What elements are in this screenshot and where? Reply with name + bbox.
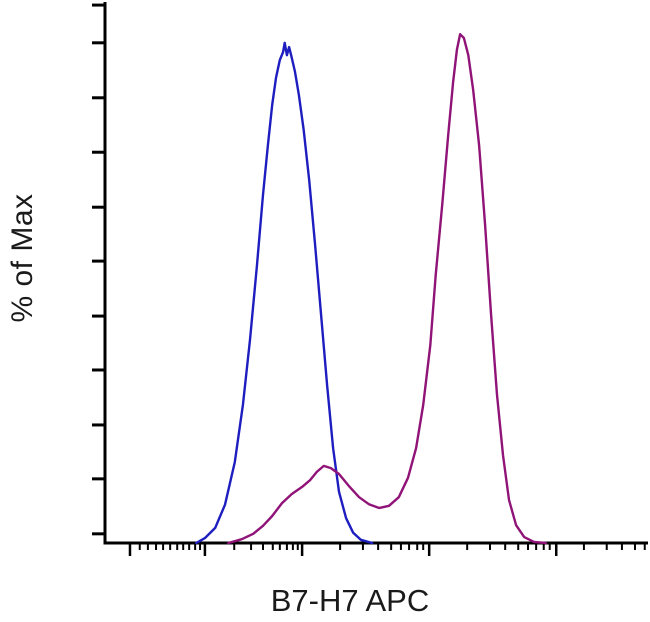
magenta-histogram-curve xyxy=(227,33,548,545)
y-axis-label: % of Max xyxy=(6,193,39,323)
x-axis-label: B7-H7 APC xyxy=(270,583,430,618)
blue-histogram-curve xyxy=(195,41,374,545)
